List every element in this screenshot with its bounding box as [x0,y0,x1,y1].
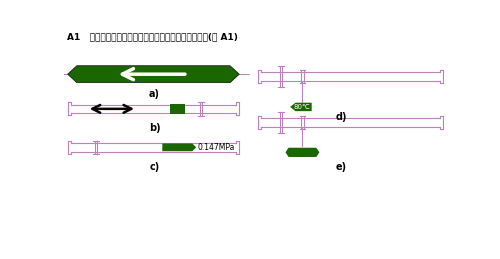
Polygon shape [68,66,240,83]
Text: c): c) [150,162,160,172]
Text: 80℃: 80℃ [293,104,310,110]
Polygon shape [162,143,196,151]
Polygon shape [286,148,320,157]
Text: e): e) [336,162,346,172]
Text: b): b) [149,123,160,133]
Text: a): a) [149,89,160,99]
Text: A1   基本识别色和流向、压力、温度等标识方法参考图(图 A1): A1 基本识别色和流向、压力、温度等标识方法参考图(图 A1) [67,33,237,42]
Bar [170,104,186,114]
Text: d): d) [335,112,346,121]
Polygon shape [290,103,312,111]
Text: 0.147MPa: 0.147MPa [198,143,235,152]
